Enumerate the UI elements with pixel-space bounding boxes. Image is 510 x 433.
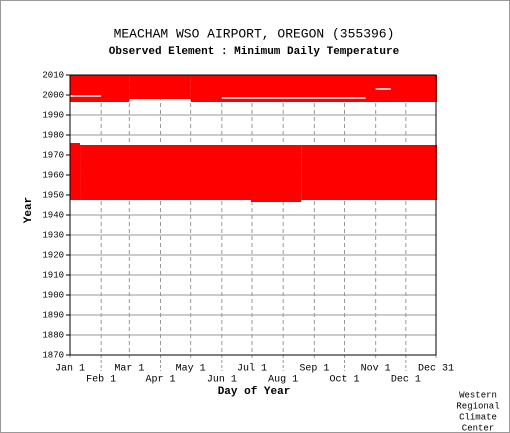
y-tick-label: 1920 [42,250,64,260]
x-tick-label: Feb 1 [86,374,116,386]
y-axis-label: Year [23,197,35,223]
x-tick-label: Jul 1 [237,363,267,375]
y-tick-label: 1880 [42,330,64,340]
y-tick-label: 1990 [42,110,64,120]
y-tick-label: 1910 [42,270,64,280]
y-tick-label: 2010 [42,70,64,80]
x-tick-label: Dec 31 [418,364,454,375]
data-block [250,145,302,202]
chart-title: MEACHAM WSO AIRPORT, OREGON (355396) [114,26,395,41]
x-tick-label: Aug 1 [268,375,298,386]
y-tick-label: 1980 [42,130,64,140]
y-tick-label: 1930 [42,230,64,240]
y-tick-label: 1870 [42,350,64,360]
x-tick-label: Jun 1 [207,375,237,386]
x-tick-label: Jan 1 [55,364,85,375]
credit-line: Regional [456,401,499,411]
credit-line: Climate [459,412,497,422]
data-block [129,75,191,99]
x-tick-label: Sep 1 [299,364,329,375]
credit-line: Center [462,423,494,433]
x-tick-label: Mar 1 [114,364,144,375]
data-block [70,75,130,102]
x-tick-label: Dec 1 [391,375,421,386]
x-axis-label: Day of Year [218,386,291,398]
y-tick-label: 1890 [42,310,64,320]
y-tick-label: 1940 [42,210,64,220]
y-tick-label: 1960 [42,170,64,180]
chart-subtitle: Observed Element : Minimum Daily Tempera… [109,46,400,58]
y-tick-label: 1970 [42,150,64,160]
plot-border [69,74,437,356]
x-tick-label: Oct 1 [329,375,359,386]
y-tick-label: 1900 [42,290,64,300]
data-block [80,145,251,200]
x-tick-label: May 1 [176,364,206,375]
credit-line: Western [459,390,497,400]
x-tick-label: Nov 1 [361,364,391,375]
x-tick-label: Apr 1 [145,375,175,386]
data-block [70,143,81,200]
data-block [301,145,437,200]
y-tick-label: 1950 [42,190,64,200]
y-tick-label: 2000 [42,90,64,100]
